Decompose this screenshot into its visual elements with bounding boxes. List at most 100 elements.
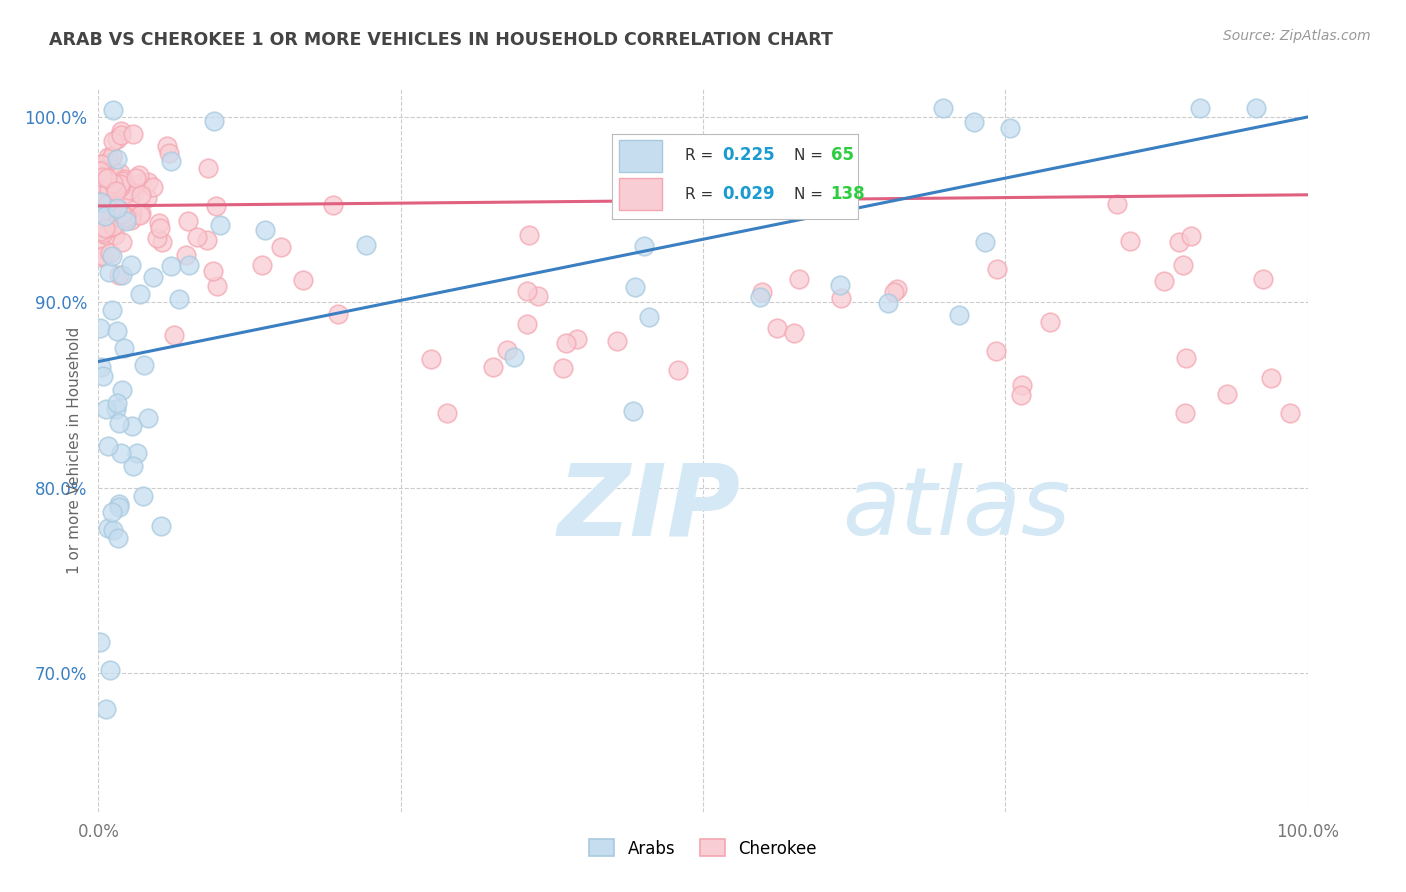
- Point: [100, 148, 122, 162]
- Point: [621, 404, 644, 418]
- Point: [156, 139, 179, 153]
- Point: [105, 396, 128, 410]
- Point: [98, 182, 121, 196]
- Point: [146, 231, 169, 245]
- Point: [112, 341, 135, 355]
- Point: [292, 273, 315, 287]
- Point: [948, 308, 970, 322]
- Point: [606, 334, 628, 349]
- Point: [97, 521, 120, 535]
- Point: [1039, 315, 1062, 329]
- Point: [90, 205, 112, 219]
- Point: [517, 228, 540, 243]
- Point: [104, 402, 127, 417]
- Point: [1260, 370, 1282, 384]
- Point: [108, 166, 131, 180]
- Point: [120, 213, 142, 227]
- Point: [117, 183, 139, 197]
- Point: [195, 233, 218, 247]
- Point: [984, 344, 1007, 359]
- Point: [107, 531, 129, 545]
- Point: [876, 295, 898, 310]
- Point: [150, 235, 173, 249]
- Point: [986, 261, 1008, 276]
- Point: [516, 317, 538, 331]
- Point: [101, 134, 124, 148]
- Point: [436, 406, 458, 420]
- Point: [202, 114, 225, 128]
- Point: [93, 220, 115, 235]
- Point: [110, 446, 132, 460]
- Point: [110, 180, 132, 194]
- Point: [205, 279, 228, 293]
- Point: [111, 174, 134, 188]
- Point: [162, 328, 184, 343]
- Point: [765, 321, 787, 335]
- Point: [105, 132, 128, 146]
- Point: [104, 184, 127, 198]
- Point: [97, 150, 120, 164]
- Point: [101, 523, 124, 537]
- Point: [120, 258, 142, 272]
- Point: [157, 146, 180, 161]
- Point: [160, 259, 183, 273]
- Point: [100, 302, 122, 317]
- Legend: Arabs, Cherokee: Arabs, Cherokee: [589, 839, 817, 857]
- Point: [1189, 101, 1212, 115]
- Point: [128, 168, 150, 182]
- Point: [96, 171, 118, 186]
- Point: [998, 120, 1021, 135]
- Point: [101, 504, 124, 518]
- Point: [98, 202, 121, 217]
- Point: [90, 157, 112, 171]
- Point: [174, 248, 197, 262]
- Point: [121, 418, 143, 433]
- Text: R =: R =: [686, 148, 718, 163]
- Point: [94, 208, 117, 222]
- Text: N =: N =: [793, 148, 828, 163]
- Point: [169, 293, 191, 307]
- Point: [89, 208, 111, 222]
- Point: [1279, 406, 1302, 420]
- Point: [160, 153, 183, 168]
- Point: [197, 161, 219, 175]
- Point: [91, 212, 114, 227]
- Point: [783, 326, 806, 340]
- Point: [136, 191, 159, 205]
- Point: [551, 360, 574, 375]
- Point: [117, 180, 139, 194]
- Point: [974, 235, 997, 250]
- Point: [101, 103, 124, 117]
- Point: [122, 185, 145, 199]
- Point: [751, 285, 773, 299]
- Point: [177, 214, 200, 228]
- Point: [115, 214, 138, 228]
- Point: [120, 211, 142, 225]
- Point: [932, 101, 955, 115]
- Point: [205, 199, 228, 213]
- Point: [89, 170, 111, 185]
- Point: [748, 290, 770, 304]
- Point: [481, 359, 503, 374]
- Point: [97, 440, 120, 454]
- Point: [103, 219, 125, 234]
- Point: [89, 237, 111, 252]
- Point: [1171, 258, 1194, 272]
- Point: [89, 164, 111, 178]
- Point: [122, 127, 145, 141]
- Point: [208, 218, 231, 232]
- Point: [94, 210, 117, 224]
- Point: [96, 221, 118, 235]
- Text: 0.225: 0.225: [723, 146, 775, 164]
- Bar: [619, 178, 662, 211]
- Point: [149, 221, 172, 235]
- Point: [1105, 196, 1128, 211]
- Point: [555, 335, 578, 350]
- Point: [496, 343, 519, 358]
- Point: [108, 417, 131, 431]
- Point: [111, 206, 134, 220]
- Text: 138: 138: [831, 186, 865, 203]
- Point: [202, 264, 225, 278]
- Point: [516, 284, 538, 298]
- Point: [131, 177, 153, 191]
